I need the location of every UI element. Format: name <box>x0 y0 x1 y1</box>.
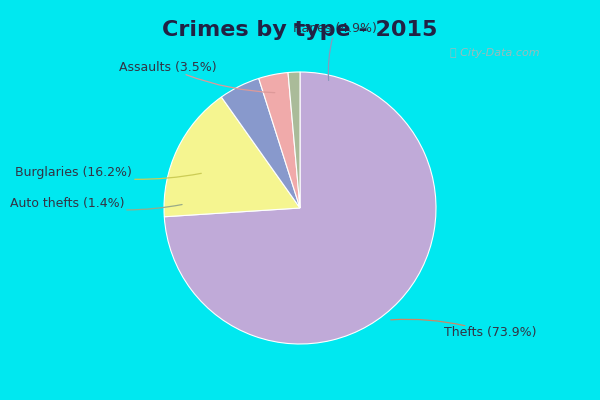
Text: Thefts (73.9%): Thefts (73.9%) <box>391 319 536 339</box>
Wedge shape <box>164 72 436 344</box>
Text: Assaults (3.5%): Assaults (3.5%) <box>119 61 275 93</box>
Text: Auto thefts (1.4%): Auto thefts (1.4%) <box>10 198 182 210</box>
Text: ⓘ City-Data.com: ⓘ City-Data.com <box>450 48 539 58</box>
Text: Burglaries (16.2%): Burglaries (16.2%) <box>15 166 201 179</box>
Wedge shape <box>164 97 300 217</box>
Wedge shape <box>288 72 300 208</box>
Wedge shape <box>259 72 300 208</box>
Wedge shape <box>221 78 300 208</box>
Text: Crimes by type - 2015: Crimes by type - 2015 <box>163 20 437 40</box>
Text: Rapes (4.9%): Rapes (4.9%) <box>293 22 377 80</box>
